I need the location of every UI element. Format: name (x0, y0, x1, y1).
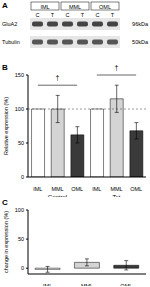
svg-text:OML: OML (130, 186, 142, 192)
svg-text:0: 0 (21, 174, 24, 180)
svg-text:C: C (96, 12, 100, 18)
svg-text:100: 100 (15, 106, 24, 112)
svg-text:IML: IML (40, 4, 49, 10)
svg-text:GluA2: GluA2 (8, 21, 17, 27)
svg-text:OML: OML (71, 186, 83, 192)
svg-text:IML: IML (33, 186, 42, 192)
svg-text:OML: OML (99, 4, 111, 10)
svg-text:MML: MML (51, 186, 63, 192)
svg-text:150: 150 (15, 72, 24, 78)
svg-text:C: C (66, 12, 70, 18)
html-text:C: C (2, 198, 8, 207)
svg-text:0: 0 (21, 265, 24, 271)
svg-text:Tet: Tet (112, 194, 120, 197)
svg-text:IML: IML (92, 186, 101, 192)
svg-text:50kDa: 50kDa (132, 39, 142, 45)
svg-text:50: 50 (18, 236, 24, 242)
svg-text:MML: MML (110, 186, 122, 192)
svg-text:change in expression (%): change in expression (%) (8, 211, 9, 273)
svg-text:50: 50 (18, 140, 24, 146)
svg-text:IML: IML (43, 283, 52, 286)
svg-text:MML: MML (69, 4, 81, 10)
svg-text:C: C (36, 12, 40, 18)
html-text:B: B (2, 63, 8, 72)
svg-text:T: T (111, 12, 115, 18)
svg-text:MML: MML (81, 283, 93, 286)
svg-text:T: T (51, 12, 55, 18)
svg-text:96kDa: 96kDa (132, 21, 142, 27)
svg-text:OML: OML (120, 283, 132, 286)
svg-text:†: † (56, 74, 60, 81)
svg-text:Control: Control (48, 194, 67, 197)
svg-text:100: 100 (15, 207, 24, 213)
svg-text:†: † (115, 64, 119, 71)
svg-text:Relative expression (%): Relative expression (%) (8, 97, 9, 155)
svg-text:T: T (81, 12, 85, 18)
svg-text:Tubulin: Tubulin (8, 39, 20, 45)
